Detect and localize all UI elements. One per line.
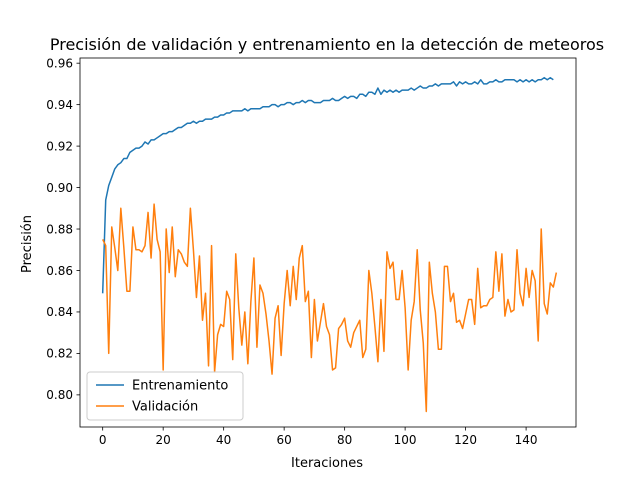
x-tick-label: 60 bbox=[277, 433, 292, 447]
y-tick-label: 0.94 bbox=[46, 98, 73, 112]
x-tick-label: 100 bbox=[394, 433, 417, 447]
y-tick-label: 0.80 bbox=[46, 388, 73, 402]
y-tick-label: 0.82 bbox=[46, 347, 73, 361]
series-line-training bbox=[101, 76, 554, 294]
axes-frame bbox=[79, 57, 577, 428]
x-tick-label: 40 bbox=[216, 433, 231, 447]
x-tick-label: 0 bbox=[99, 433, 107, 447]
plot-area: 0 20 40 60 80 100 120 140 0.80 0.82 0.84 0.86 0.88 0.… bbox=[46, 56, 577, 447]
y-tick-label: 0.96 bbox=[46, 56, 73, 70]
legend-box bbox=[86, 371, 244, 421]
x-axis-label: Iteraciones bbox=[291, 456, 363, 471]
y-tick-label: 0.90 bbox=[46, 181, 73, 195]
x-tick-label: 140 bbox=[515, 433, 538, 447]
y-tick-label: 0.84 bbox=[46, 305, 73, 319]
y-tick-label: 0.86 bbox=[46, 264, 73, 278]
legend-label-training: Entrenamiento bbox=[132, 379, 228, 394]
legend: Entrenamiento Validación bbox=[86, 371, 244, 421]
x-tick-label: 120 bbox=[454, 433, 477, 447]
legend-label-validation: Validación bbox=[132, 400, 198, 415]
x-tick-label: 80 bbox=[337, 433, 352, 447]
y-tick-label: 0.92 bbox=[46, 139, 73, 153]
chart-title: Precisión de validación y entrenamiento … bbox=[50, 35, 604, 54]
y-axis-label: Precisión bbox=[20, 215, 35, 273]
series-line-validation bbox=[102, 203, 558, 413]
x-tick-label: 20 bbox=[156, 433, 171, 447]
y-tick-label: 0.88 bbox=[46, 222, 73, 236]
